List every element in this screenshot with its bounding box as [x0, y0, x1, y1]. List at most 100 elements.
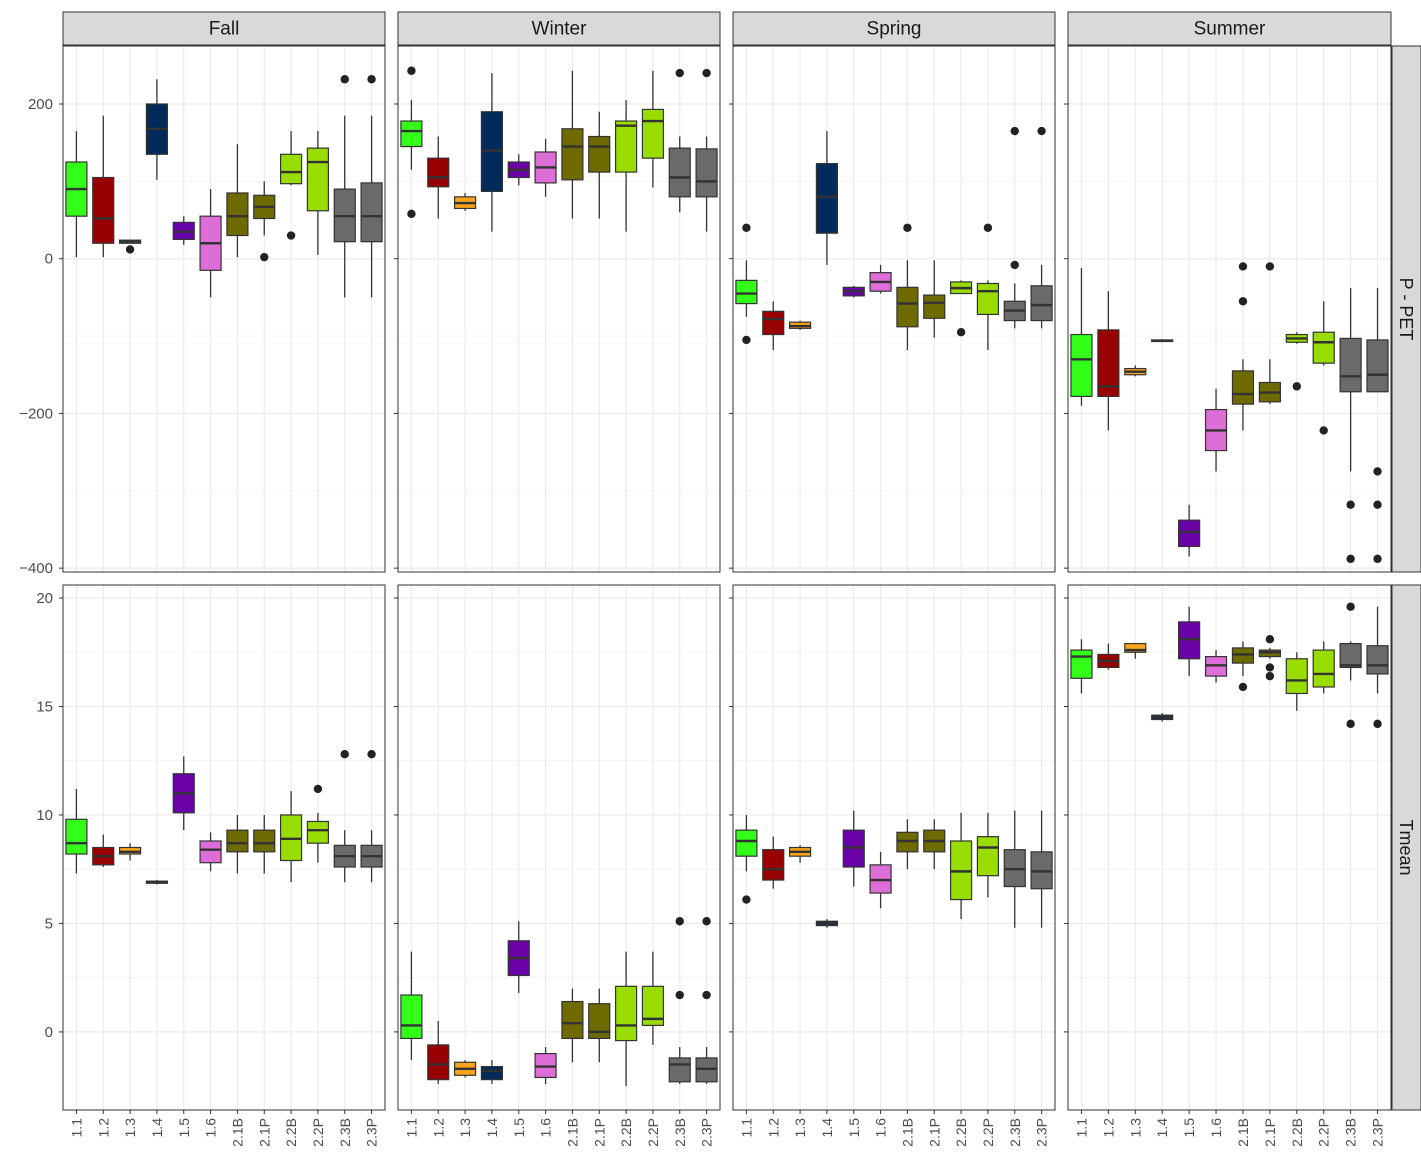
x-tick-label: 2.3P [1034, 1118, 1050, 1147]
box-body [588, 135, 611, 173]
x-tick-label: 2.1B [229, 1118, 245, 1147]
box-2.2P [641, 951, 665, 1045]
box-body [896, 286, 919, 328]
x-tick-label: 2.1B [1235, 1118, 1251, 1147]
box-2.3P [360, 75, 383, 298]
box-body [480, 1066, 504, 1081]
box-2.2B [1285, 652, 1308, 711]
outlier-point [675, 990, 684, 1000]
box-1.2 [427, 1021, 450, 1084]
x-tick-label: 2.1P [256, 1118, 272, 1147]
outlier-point [1265, 262, 1275, 271]
panel-background [398, 46, 720, 572]
outlier-point [286, 231, 296, 240]
box-1.3 [118, 239, 142, 254]
box-2.3P [695, 917, 718, 1084]
box-1.3 [788, 845, 812, 863]
box-2.1B [896, 223, 919, 350]
x-tick-label: 1.5 [846, 1118, 862, 1138]
outlier-point [1010, 260, 1019, 270]
x-tick-label: 2.3P [1370, 1118, 1386, 1147]
box-1.3 [1124, 642, 1147, 659]
box-2.1B [226, 144, 249, 258]
box-1.6 [1204, 388, 1228, 472]
box-body [1339, 642, 1362, 669]
panel-border [397, 45, 721, 573]
box-1.5 [507, 921, 530, 993]
box-2.2P [1312, 301, 1335, 435]
box-1.4 [145, 79, 169, 180]
box-2.2P [1312, 641, 1335, 694]
panel-border [732, 584, 1056, 1111]
outlier-point [983, 223, 993, 232]
box-1.4 [815, 131, 839, 265]
box-2.3P [695, 68, 718, 232]
box-2.2P [976, 223, 1000, 350]
box-2.1P [1258, 262, 1281, 405]
box-1.4 [145, 880, 169, 885]
box-1.1 [1070, 268, 1093, 406]
x-tick-label: 2.1P [591, 1118, 607, 1147]
box-body [253, 829, 276, 853]
box-2.3P [1030, 810, 1053, 928]
box-body [226, 829, 249, 853]
box-body [306, 147, 330, 212]
outlier-point [702, 68, 711, 78]
x-tick-label: 1.3 [792, 1118, 808, 1138]
panel-fall-tmean [59, 584, 386, 1111]
box-2.1B [561, 988, 584, 1063]
y-tick-label: 200 [28, 96, 53, 113]
box-body [1339, 337, 1362, 393]
column-strip [1067, 11, 1392, 46]
box-2.2B [279, 791, 303, 883]
box-1.4 [815, 919, 839, 928]
x-tick-label: 1.5 [511, 1118, 527, 1138]
box-body [1124, 642, 1147, 653]
box-body [427, 157, 450, 188]
x-tick-label: 2.3B [1007, 1118, 1023, 1147]
outlier-point [675, 917, 684, 926]
box-1.6 [869, 851, 892, 909]
box-1.1 [65, 788, 88, 874]
box-2.2B [614, 951, 638, 1087]
box-body [65, 818, 88, 855]
outlier-point [1319, 426, 1328, 435]
box-1.6 [869, 264, 892, 294]
box-body [199, 840, 222, 864]
box-body [1178, 519, 1201, 548]
outlier-point [742, 335, 751, 345]
x-tick-label: 1.4 [484, 1118, 500, 1138]
x-tick-label: 1.4 [149, 1118, 165, 1138]
box-body [1312, 331, 1335, 364]
box-body [614, 985, 638, 1042]
panel-summer-p-pet [1064, 45, 1392, 573]
outlier-point [1238, 262, 1248, 271]
x-tick-label: 1.4 [819, 1118, 835, 1138]
box-body [1070, 649, 1093, 679]
box-body [923, 294, 946, 319]
box-1.5 [1178, 504, 1201, 557]
outlier-point [742, 223, 751, 232]
outlier-point [956, 328, 966, 337]
y-tick-label: −200 [19, 405, 53, 422]
panel-background [63, 585, 385, 1110]
outlier-point [702, 917, 711, 926]
outlier-point [340, 75, 349, 84]
box-1.2 [762, 836, 785, 889]
outlier-point [742, 895, 751, 904]
panel-border [732, 45, 1056, 573]
x-tick-label: 1.1 [403, 1118, 419, 1138]
x-tick-label: 1.6 [1208, 1118, 1224, 1138]
column-strip-label: Winter [532, 19, 588, 40]
x-tick-label: 2.3P [699, 1118, 715, 1147]
panel-summer-tmean [1064, 584, 1392, 1111]
outlier-point [1346, 602, 1355, 611]
outlier-point [260, 252, 269, 262]
outlier-point [340, 750, 349, 759]
box-1.5 [842, 810, 865, 887]
outlier-point [1265, 635, 1275, 644]
box-1.5 [842, 285, 865, 298]
row-strip [1391, 45, 1421, 573]
box-body [1312, 649, 1335, 688]
